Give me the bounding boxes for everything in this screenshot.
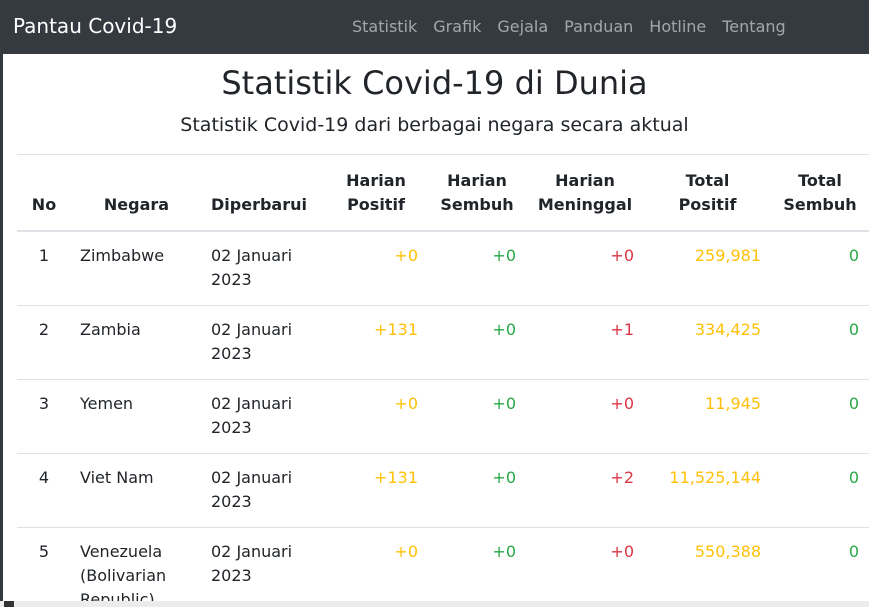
cell-harian-positif: +131 xyxy=(324,305,428,380)
cell-harian-sembuh: +0 xyxy=(428,231,526,306)
cell-harian-sembuh: +0 xyxy=(428,379,526,454)
cell-no: 2 xyxy=(17,305,71,380)
cell-diperbarui: 02 Januari 2023 xyxy=(202,231,324,306)
nav-links: Statistik Grafik Gejala Panduan Hotline … xyxy=(344,16,794,38)
table-row: 1 Zimbabwe 02 Januari 2023 +0 +0 +0 259,… xyxy=(17,231,869,306)
table-row: 3 Yemen 02 Januari 2023 +0 +0 +0 11,945 … xyxy=(17,379,869,454)
cell-no: 3 xyxy=(17,379,71,454)
header-harian-sembuh: Harian Sembuh xyxy=(428,154,526,232)
cell-diperbarui: 02 Januari 2023 xyxy=(202,527,324,601)
cell-harian-meninggal: +0 xyxy=(526,231,644,306)
navbar-brand[interactable]: Pantau Covid-19 xyxy=(13,14,178,38)
nav-link-grafik[interactable]: Grafik xyxy=(433,17,482,36)
cell-harian-positif: +0 xyxy=(324,379,428,454)
top-navbar: Pantau Covid-19 Statistik Grafik Gejala … xyxy=(0,0,869,54)
cell-negara: Venezuela (Bolivarian Republic) xyxy=(71,527,202,601)
cell-diperbarui: 02 Januari 2023 xyxy=(202,305,324,380)
bottom-status-strip xyxy=(0,601,869,607)
cell-no: 4 xyxy=(17,453,71,528)
cell-harian-meninggal: +0 xyxy=(526,379,644,454)
cell-diperbarui: 02 Januari 2023 xyxy=(202,379,324,454)
header-diperbarui: Diperbarui xyxy=(202,154,324,232)
nav-link-hotline[interactable]: Hotline xyxy=(649,17,707,36)
page-subtitle: Statistik Covid-19 dari berbagai negara … xyxy=(180,114,689,136)
table-body: 1 Zimbabwe 02 Januari 2023 +0 +0 +0 259,… xyxy=(17,231,869,601)
cell-total-positif: 550,388 xyxy=(644,527,771,601)
cell-total-positif: 11,945 xyxy=(644,379,771,454)
cell-negara: Zimbabwe xyxy=(71,231,202,306)
cell-total-positif: 11,525,144 xyxy=(644,453,771,528)
cell-harian-sembuh: +0 xyxy=(428,305,526,380)
table-row: 2 Zambia 02 Januari 2023 +131 +0 +1 334,… xyxy=(17,305,869,380)
header-total-sembuh: Total Sembuh xyxy=(771,154,869,232)
table-row: 4 Viet Nam 02 Januari 2023 +131 +0 +2 11… xyxy=(17,453,869,528)
nav-link-statistik[interactable]: Statistik xyxy=(352,17,418,36)
cell-harian-positif: +131 xyxy=(324,453,428,528)
cell-total-sembuh: 0 xyxy=(771,527,869,601)
cell-total-sembuh: 0 xyxy=(771,379,869,454)
cell-harian-positif: +0 xyxy=(324,231,428,306)
nav-link-panduan[interactable]: Panduan xyxy=(564,17,634,36)
nav-link-tentang[interactable]: Tentang xyxy=(722,17,786,36)
left-window-edge xyxy=(0,54,3,601)
cell-harian-meninggal: +1 xyxy=(526,305,644,380)
header-no: No xyxy=(17,154,71,232)
cell-total-sembuh: 0 xyxy=(771,453,869,528)
status-icon xyxy=(4,601,14,607)
header-harian-positif: Harian Positif xyxy=(324,154,428,232)
cell-total-positif: 334,425 xyxy=(644,305,771,380)
cell-harian-meninggal: +0 xyxy=(526,527,644,601)
stats-table: No Negara Diperbarui Harian Positif Haria… xyxy=(17,154,869,601)
cell-no: 1 xyxy=(17,231,71,306)
cell-harian-positif: +0 xyxy=(324,527,428,601)
cell-negara: Zambia xyxy=(71,305,202,380)
cell-total-positif: 259,981 xyxy=(644,231,771,306)
cell-harian-sembuh: +0 xyxy=(428,527,526,601)
cell-negara: Yemen xyxy=(71,379,202,454)
cell-harian-sembuh: +0 xyxy=(428,453,526,528)
cell-total-sembuh: 0 xyxy=(771,231,869,306)
page-title: Statistik Covid-19 di Dunia xyxy=(221,64,648,102)
nav-link-gejala[interactable]: Gejala xyxy=(497,17,549,36)
header-total-positif: Total Positif xyxy=(644,154,771,232)
table-row: 5 Venezuela (Bolivarian Republic) 02 Jan… xyxy=(17,527,869,601)
main-content: Statistik Covid-19 di Dunia Statistik Co… xyxy=(0,54,869,601)
cell-no: 5 xyxy=(17,527,71,601)
header-harian-meninggal: Harian Meninggal xyxy=(526,154,644,232)
cell-total-sembuh: 0 xyxy=(771,305,869,380)
table-header: No Negara Diperbarui Harian Positif Haria… xyxy=(17,154,869,232)
stats-table-wrapper: No Negara Diperbarui Harian Positif Haria… xyxy=(17,154,869,601)
cell-diperbarui: 02 Januari 2023 xyxy=(202,453,324,528)
cell-harian-meninggal: +2 xyxy=(526,453,644,528)
header-negara: Negara xyxy=(71,154,202,232)
cell-negara: Viet Nam xyxy=(71,453,202,528)
